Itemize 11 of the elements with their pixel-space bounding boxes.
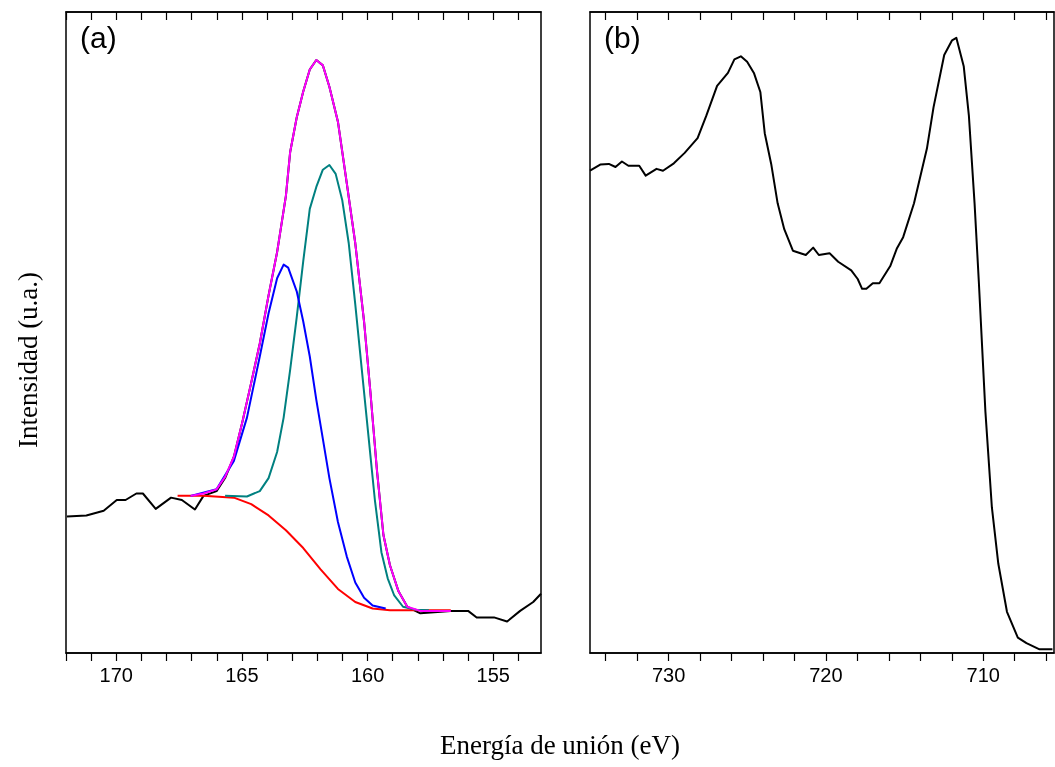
x-tick-label: 720 (809, 664, 843, 686)
x-tick-label: 155 (476, 664, 510, 686)
x-tick-label: 710 (966, 664, 1000, 686)
x-tick-label: 165 (225, 664, 259, 686)
x-tick-label: 170 (99, 664, 133, 686)
text: (a) (80, 20, 117, 54)
x-tick-label: 160 (350, 664, 385, 686)
x-tick-label: 730 (651, 664, 686, 686)
annotation: (b) (604, 20, 641, 54)
y-axis-title: Intensidad (u.a.) (12, 271, 44, 449)
x-axis-title: Energía de unión (eV) (439, 729, 681, 761)
